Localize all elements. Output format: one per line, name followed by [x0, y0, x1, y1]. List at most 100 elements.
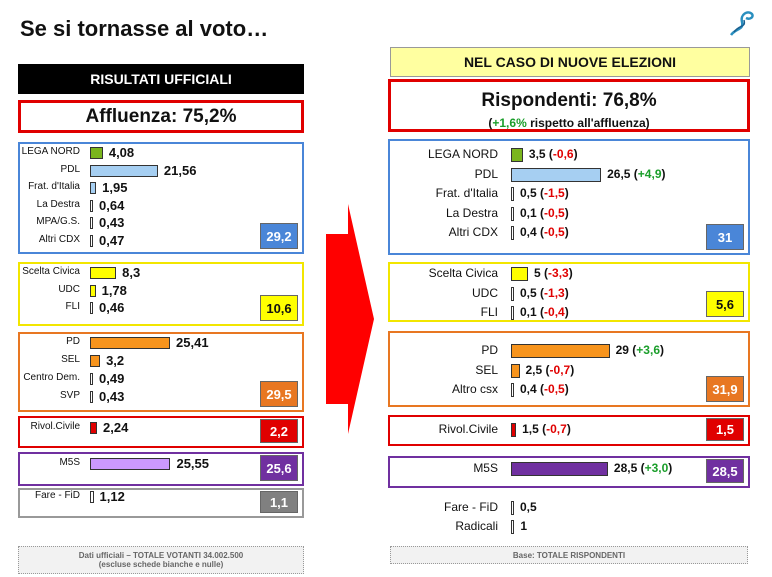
- right-value: 2,5 (-0,7): [526, 363, 575, 377]
- right-delta-open: (: [542, 362, 550, 377]
- right-party-label: Fare - FiD: [444, 500, 498, 514]
- left-party-label: M5S: [59, 457, 80, 468]
- left-party-label: Fare - FiD: [35, 490, 80, 501]
- right-value-number: 29: [615, 343, 629, 357]
- right-bar: [511, 383, 514, 397]
- right-footer: Base: TOTALE RISPONDENTI: [390, 546, 748, 564]
- right-delta-open: (: [630, 166, 638, 181]
- left-group-box: [18, 488, 304, 518]
- left-bar: [90, 234, 93, 247]
- right-group-box: [388, 139, 750, 255]
- left-bar: [90, 182, 97, 194]
- right-value: 0,4 (-0,5): [520, 382, 569, 396]
- right-delta: -0,5: [544, 205, 565, 220]
- right-party-label: LEGA NORD: [427, 147, 498, 161]
- right-value-number: 0,5: [520, 186, 537, 200]
- right-delta: -0,7: [546, 422, 567, 436]
- right-delta-close: ): [564, 382, 569, 396]
- rispondenti-label: Rispondenti: 76,8%: [481, 90, 657, 111]
- right-group-total: 1,5: [706, 418, 744, 441]
- right-party-label: SEL: [475, 362, 498, 377]
- right-delta-close: ): [564, 225, 569, 239]
- right-delta: -1,3: [544, 285, 565, 300]
- right-delta-close: ): [570, 362, 575, 377]
- right-party-label: Altri CDX: [448, 225, 498, 239]
- left-party-label: Rivol.Civile: [30, 421, 80, 432]
- right-bar: [511, 344, 610, 358]
- left-group-total: 10,6: [260, 295, 298, 321]
- right-delta-close: ): [564, 205, 569, 220]
- arrow-right-icon: [326, 204, 374, 434]
- right-group-total: 31: [706, 224, 744, 250]
- left-footer-line1: Dati ufficiali – TOTALE VOTANTI 34.002.5…: [78, 551, 244, 560]
- affluenza-label: Affluenza: 75,2%: [85, 105, 237, 127]
- right-delta-open: (: [637, 461, 645, 475]
- right-value: 1: [520, 519, 527, 533]
- left-group-box: [18, 142, 304, 254]
- left-group-total: 29,5: [260, 381, 298, 407]
- right-group-total: 28,5: [706, 459, 744, 483]
- right-bar: [511, 501, 514, 515]
- right-value: 0,1 (-0,4): [520, 305, 569, 319]
- rispondenti-box: Rispondenti: 76,8% (+1,6% rispetto all'a…: [388, 79, 750, 132]
- right-bar: [511, 363, 520, 378]
- right-delta-open: (: [536, 305, 545, 319]
- right-delta-close: ): [564, 285, 569, 300]
- right-delta: +3,0: [644, 461, 669, 475]
- left-value: 0,49: [99, 371, 125, 386]
- right-value: 26,5 (+4,9): [607, 167, 665, 181]
- right-delta-open: (: [536, 285, 545, 300]
- left-value: 0,47: [99, 232, 125, 248]
- right-party-label: PDL: [474, 166, 498, 181]
- left-bar: [90, 199, 93, 212]
- right-party-label: Scelta Civica: [428, 266, 498, 280]
- logo-icon: [729, 11, 754, 36]
- right-value-number: 0,1: [520, 205, 537, 220]
- right-group-box: [388, 456, 750, 488]
- right-delta: -3,3: [548, 266, 569, 280]
- left-party-label: Centro Dem.: [23, 372, 80, 383]
- right-delta: -0,4: [544, 305, 565, 319]
- right-delta-close: ): [564, 186, 569, 200]
- right-bar: [511, 187, 514, 201]
- left-group-box: [18, 262, 304, 326]
- right-bar: [511, 167, 602, 182]
- left-party-label: MPA/G.S.: [36, 216, 80, 227]
- left-value: 25,55: [176, 456, 210, 471]
- page-title: Se si tornasse al voto…: [20, 16, 269, 41]
- right-party-label: Altro csx: [451, 382, 498, 396]
- right-value: 0,1 (-0,5): [520, 206, 569, 220]
- right-bar: [511, 306, 514, 320]
- right-value-number: 0,5: [520, 500, 537, 514]
- affluenza-box: Affluenza: 75,2%: [18, 100, 304, 133]
- right-delta: +4,9: [637, 166, 662, 181]
- left-bar: [90, 337, 171, 349]
- right-delta: -0,5: [544, 382, 565, 396]
- right-delta-close: ): [564, 305, 569, 319]
- right-value: 1,5 (-0,7): [522, 422, 571, 436]
- left-footer: Dati ufficiali – TOTALE VOTANTI 34.002.5…: [18, 546, 304, 574]
- rispondenti-note: rispetto all'affluenza: [530, 116, 646, 130]
- right-bar: [511, 520, 515, 534]
- left-party-label: Altri CDX: [38, 233, 80, 245]
- left-value: 21,56: [163, 162, 197, 178]
- left-party-label: PD: [66, 336, 80, 347]
- left-party-label: SVP: [59, 390, 80, 401]
- left-value: 1,95: [102, 180, 128, 195]
- right-group-total: 5,6: [706, 291, 744, 317]
- left-group-total: 1,1: [260, 491, 298, 513]
- left-value: 2,24: [103, 420, 129, 435]
- right-delta: -0,7: [549, 362, 571, 377]
- left-bar: [90, 147, 103, 159]
- left-party-label: PDL: [60, 163, 80, 175]
- left-group-box: [18, 416, 304, 448]
- left-party-label: Frat. d'Italia: [28, 181, 80, 192]
- right-delta-open: (: [536, 186, 545, 200]
- right-bar: [511, 226, 514, 240]
- left-value: 0,43: [99, 215, 125, 230]
- right-party-label: La Destra: [445, 205, 498, 220]
- right-bar: [511, 462, 608, 476]
- right-value-number: 28,5: [613, 461, 638, 475]
- right-value-number: 0,4: [520, 225, 537, 239]
- left-bar: [90, 422, 98, 434]
